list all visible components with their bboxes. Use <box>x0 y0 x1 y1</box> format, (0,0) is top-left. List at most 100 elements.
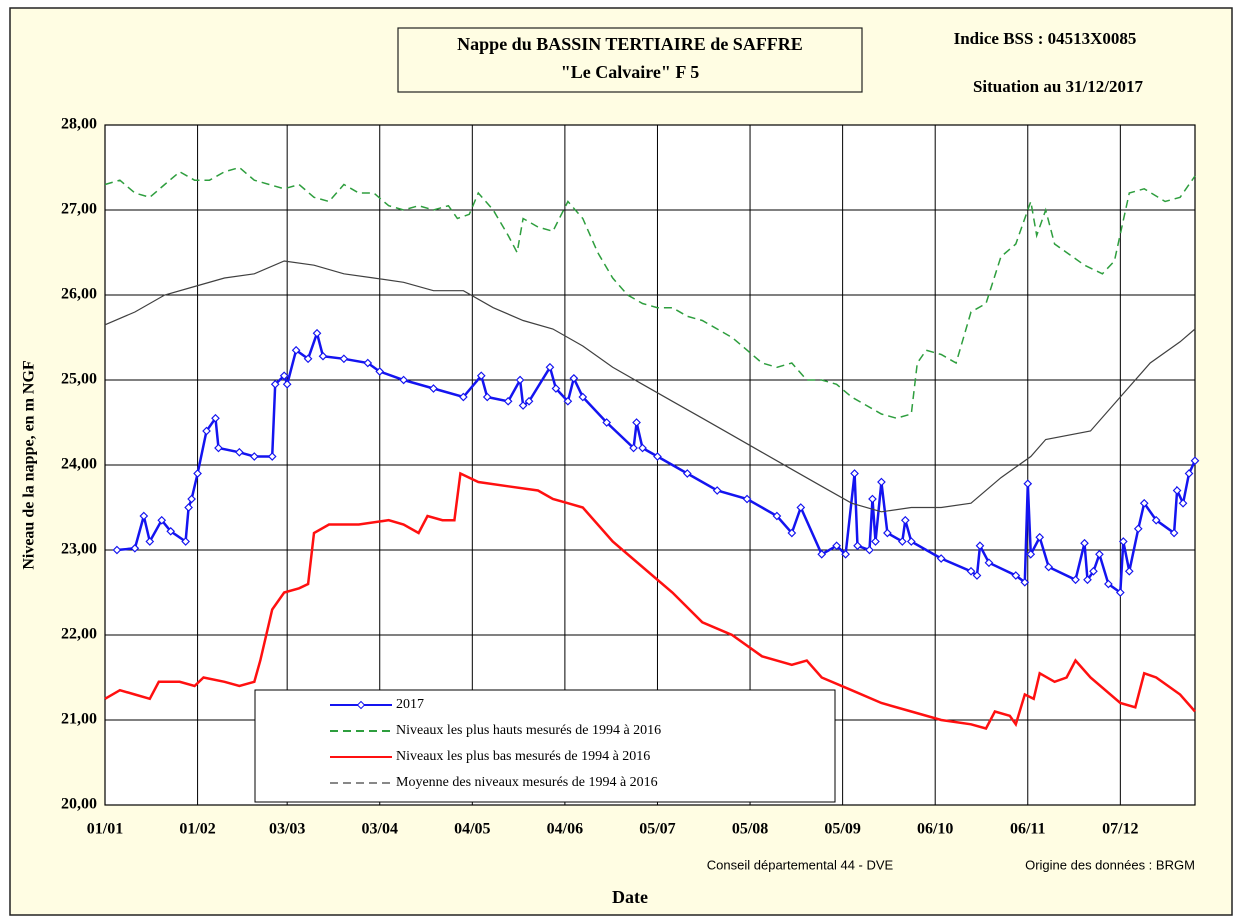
data-point <box>841 549 850 559</box>
y-tick-label: 28,00 <box>61 116 97 133</box>
data-point <box>871 537 880 546</box>
data-point <box>1083 575 1092 585</box>
x-tick-label: 06/10 <box>917 821 953 838</box>
series-line <box>104 471 1196 730</box>
y-tick-label: 25,00 <box>61 371 97 388</box>
x-tick-label: 04/05 <box>454 821 490 838</box>
data-point <box>1044 562 1054 572</box>
data-point <box>975 541 985 551</box>
legend-label: Niveaux les plus hauts mesurés de 1994 à… <box>396 723 661 738</box>
data-point <box>742 494 752 504</box>
data-point <box>638 443 647 453</box>
data-point <box>1026 549 1036 559</box>
data-point <box>602 418 612 427</box>
data-point <box>906 537 916 546</box>
data-point <box>900 515 910 525</box>
data-point <box>1118 537 1128 546</box>
chart-title: Nappe du BASSIN TERTIAIRE de SAFFRE <box>457 34 803 54</box>
y-tick-label: 23,00 <box>61 541 97 558</box>
data-point <box>551 384 561 393</box>
data-point <box>578 392 588 402</box>
data-point <box>832 541 841 551</box>
data-point <box>312 328 322 338</box>
data-point <box>503 396 513 406</box>
annotation: Conseil départemental 44 - DVE <box>707 857 894 872</box>
data-point <box>787 528 797 538</box>
data-point <box>865 545 874 555</box>
data-point <box>291 345 301 355</box>
data-point <box>1184 469 1194 478</box>
data-point <box>563 396 573 406</box>
data-point <box>712 486 722 495</box>
legend-box <box>254 689 836 803</box>
data-point <box>184 503 193 512</box>
data-point <box>130 543 140 553</box>
data-point <box>303 354 313 364</box>
data-point <box>1151 515 1161 525</box>
data-point <box>1115 588 1125 597</box>
data-point <box>569 373 579 383</box>
x-axis-label: Date <box>612 887 648 907</box>
y-axis-label: Niveau de la nappe, en m NGF <box>21 360 38 570</box>
data-point <box>363 358 373 368</box>
data-point <box>966 566 976 576</box>
data-point <box>1071 575 1080 585</box>
data-point <box>936 554 946 563</box>
data-point <box>868 494 877 504</box>
annotation: Origine des données : BRGM <box>1025 857 1195 872</box>
y-tick-label: 26,00 <box>61 286 97 303</box>
series-line <box>116 328 1197 595</box>
data-point <box>1020 577 1030 587</box>
x-tick-label: 06/11 <box>1010 821 1046 838</box>
data-point <box>515 375 525 385</box>
chart-subtitle: "Le Calvaire" F 5 <box>561 62 699 82</box>
data-point <box>853 541 862 551</box>
data-point <box>1133 524 1143 534</box>
x-tick-label: 05/08 <box>732 821 768 838</box>
legend-label: Moyenne des niveaux mesurés de 1994 à 20… <box>396 775 658 790</box>
data-point <box>1035 532 1045 542</box>
data-point <box>796 503 806 512</box>
data-point <box>482 392 492 402</box>
data-point <box>181 537 190 546</box>
data-point <box>429 384 438 393</box>
data-point <box>318 351 328 361</box>
data-point <box>187 494 196 504</box>
data-point <box>1169 528 1179 538</box>
data-point <box>1190 456 1200 466</box>
data-point <box>972 571 982 580</box>
data-point <box>166 526 176 536</box>
data-point <box>235 447 244 457</box>
data-point <box>1011 571 1021 580</box>
data-point <box>850 469 859 478</box>
data-point <box>877 477 886 487</box>
x-tick-label: 03/04 <box>362 821 398 838</box>
data-point <box>375 367 385 376</box>
data-point <box>1178 498 1188 508</box>
data-point <box>282 379 292 389</box>
data-point <box>214 443 223 453</box>
data-point <box>897 537 907 546</box>
data-point <box>1124 566 1134 576</box>
data-point <box>1023 479 1033 489</box>
data-point <box>883 528 892 538</box>
y-tick-label: 20,00 <box>61 796 97 813</box>
y-tick-label: 24,00 <box>61 456 97 473</box>
data-point <box>270 379 280 389</box>
x-tick-label: 03/03 <box>269 821 305 838</box>
title-box <box>397 27 863 93</box>
x-tick-label: 05/09 <box>824 821 860 838</box>
legend-label: 2017 <box>396 697 424 712</box>
data-point <box>1095 549 1104 559</box>
legend-marker <box>356 700 366 710</box>
data-point <box>984 558 994 568</box>
data-point <box>145 537 155 546</box>
data-point <box>249 452 259 461</box>
x-tick-label: 07/12 <box>1102 821 1138 838</box>
data-point <box>1080 538 1089 548</box>
y-tick-label: 27,00 <box>61 201 97 218</box>
annotation: Situation au 31/12/2017 <box>973 77 1144 96</box>
data-point <box>139 511 149 521</box>
data-point <box>339 354 349 364</box>
